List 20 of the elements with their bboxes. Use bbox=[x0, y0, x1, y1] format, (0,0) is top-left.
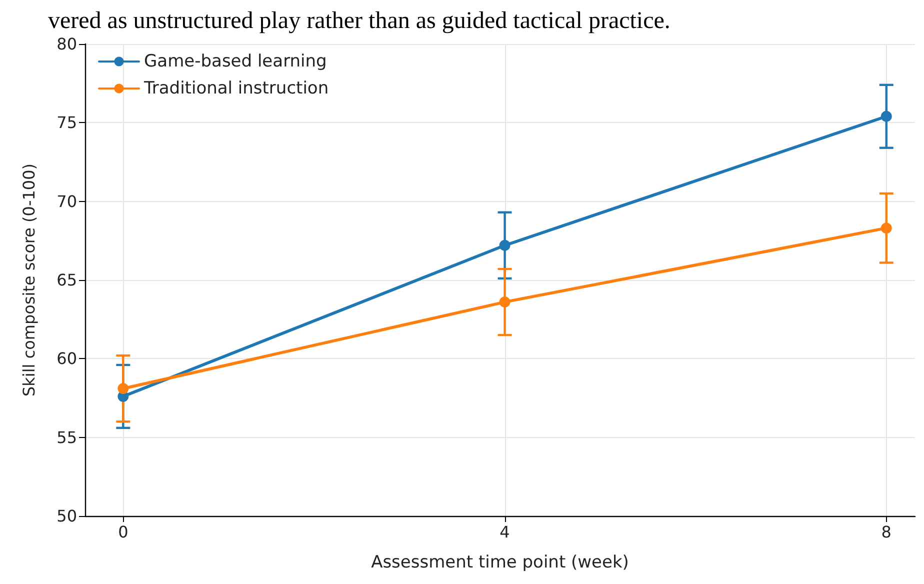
point bbox=[118, 383, 129, 394]
y-tick-label: 70 bbox=[56, 192, 77, 211]
point bbox=[499, 296, 510, 308]
point bbox=[499, 240, 510, 251]
y-axis-title: Skill composite score (0-100) bbox=[20, 164, 38, 396]
point bbox=[880, 110, 892, 122]
y-tick-label: 55 bbox=[56, 428, 77, 447]
x-tick-label: 0 bbox=[118, 522, 128, 542]
x-axis-title: Assessment time point (week) bbox=[371, 552, 629, 572]
y-tick-label: 50 bbox=[56, 506, 77, 526]
legend-label: Game-based learning bbox=[144, 52, 327, 72]
y-tick-label: 65 bbox=[56, 270, 77, 290]
y-tick-label: 75 bbox=[56, 113, 77, 132]
y-tick-label: 60 bbox=[56, 349, 77, 368]
x-tick-label: 8 bbox=[881, 522, 892, 542]
y-tick-label: 80 bbox=[56, 34, 77, 54]
x-tick-label: 4 bbox=[500, 522, 510, 542]
text: vered as unstructured play rather than as guided tactical practice. bbox=[48, 8, 670, 34]
legend-label: Traditional instruction bbox=[143, 78, 329, 98]
point bbox=[880, 222, 892, 234]
